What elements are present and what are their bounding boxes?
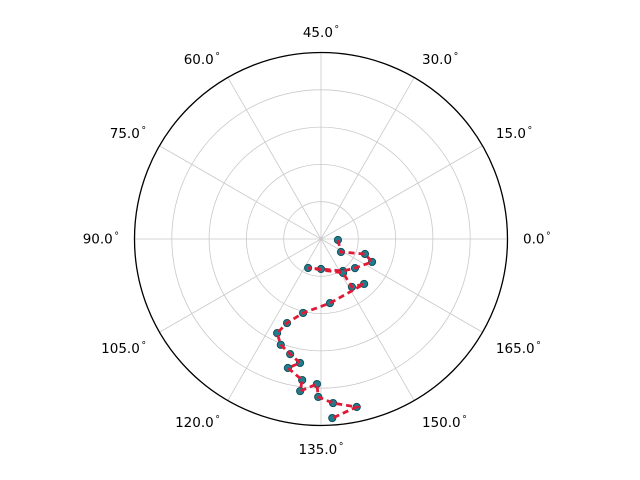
degree-symbol: ° [454, 52, 459, 63]
radial-gridline [283, 201, 359, 277]
angular-gridline [320, 238, 415, 401]
angle-tick-label: 60.0 ° [184, 52, 220, 69]
degree-symbol: ° [536, 340, 541, 351]
angular-gridline [320, 145, 483, 240]
radial-gridline [208, 126, 434, 352]
degree-symbol: ° [462, 414, 467, 425]
angle-tick-label: 15.0 ° [496, 126, 532, 143]
angle-tick-label: 90.0 ° [83, 231, 119, 248]
angle-tick-label: 0.0 ° [523, 231, 551, 248]
degree-symbol: ° [339, 441, 344, 452]
degree-symbol: ° [141, 126, 146, 137]
degree-symbol: ° [546, 231, 551, 242]
degree-symbol: ° [215, 52, 220, 63]
angle-tick-label: 150.0 ° [422, 414, 467, 431]
degree-symbol: ° [334, 25, 339, 36]
radial-gridline [171, 89, 471, 389]
angle-tick-label: 75.0 ° [110, 126, 146, 143]
radial-gridline [245, 163, 396, 314]
angular-gridline [159, 145, 322, 240]
outer-spine [133, 51, 509, 427]
angle-tick-label: 105.0 ° [101, 340, 146, 357]
angle-tick-label: 30.0 ° [422, 52, 458, 69]
degree-symbol: ° [114, 231, 119, 242]
angular-gridline [227, 77, 322, 240]
degree-symbol: ° [527, 126, 532, 137]
trajectory-line [275, 239, 375, 420]
angle-tick-label: 135.0 ° [299, 441, 344, 458]
angular-gridline [159, 238, 322, 333]
angle-tick-label: 45.0 ° [303, 25, 339, 42]
degree-symbol: ° [215, 414, 220, 425]
angle-tick-label: 165.0 ° [496, 340, 541, 357]
angular-gridline [320, 238, 483, 333]
degree-symbol: ° [141, 340, 146, 351]
angle-tick-label: 120.0 ° [175, 414, 220, 431]
angular-gridline [320, 77, 415, 240]
